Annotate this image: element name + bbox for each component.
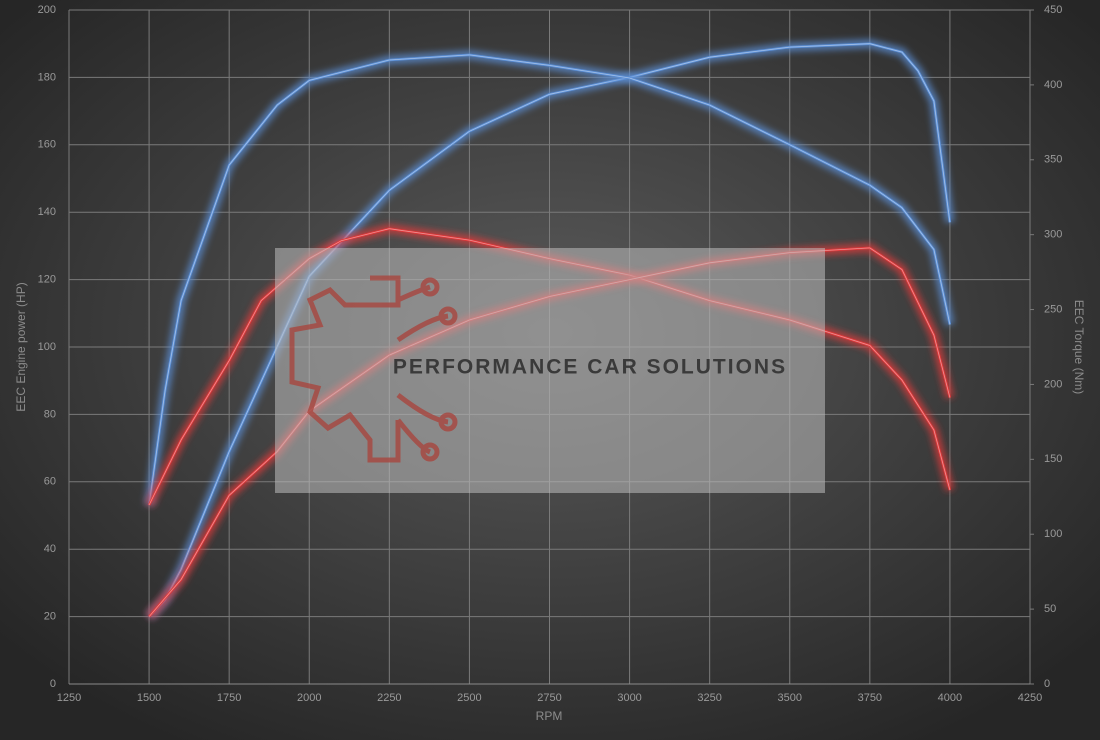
- line: [147, 53, 952, 506]
- y-tick-label: 80: [44, 408, 56, 420]
- x-tick-label: 1250: [57, 692, 81, 704]
- axes: RPM EEC Engine power (HP) EEC Torque (Nm…: [14, 4, 1086, 723]
- y-tick-label: 140: [38, 206, 56, 218]
- watermark-logo: [289, 275, 458, 463]
- y-axis-title: EEC Engine power (HP): [14, 282, 28, 411]
- x-tick-label: 2500: [457, 692, 481, 704]
- y2-tick-label: 150: [1044, 453, 1062, 465]
- x-tick-label: 3750: [858, 692, 882, 704]
- y-tick-label: 200: [38, 4, 56, 16]
- x-tick-label: 4250: [1018, 692, 1042, 704]
- watermark-text: PERFORMANCE CAR SOLUTIONS: [393, 356, 787, 379]
- y-tick-label: 120: [38, 274, 56, 286]
- y2-axis-title: EEC Torque (Nm): [1072, 300, 1086, 394]
- y2-tick-label: 450: [1044, 4, 1062, 16]
- y2-tick-label: 50: [1044, 603, 1056, 615]
- x-tick-label: 3000: [617, 692, 641, 704]
- y-tick-label: 180: [38, 71, 56, 83]
- line: [148, 42, 952, 618]
- y2-tick-label: 250: [1044, 303, 1062, 315]
- x-tick-label: 3250: [697, 692, 721, 704]
- y2-tick-label: 350: [1044, 154, 1062, 166]
- y-tick-label: 20: [44, 611, 56, 623]
- y-tick-label: 0: [50, 678, 56, 690]
- watermark: PERFORMANCE CAR SOLUTIONS: [275, 248, 825, 493]
- y2-tick-label: 0: [1044, 678, 1050, 690]
- x-axis-title: RPM: [536, 709, 563, 723]
- x-tick-label: 2000: [297, 692, 321, 704]
- line-core: [148, 54, 951, 506]
- y-tick-label: 100: [38, 341, 56, 353]
- watermark-box: [275, 248, 825, 493]
- y-tick-label: 160: [38, 139, 56, 151]
- x-tick-label: 1750: [217, 692, 241, 704]
- x-tick-label: 3500: [778, 692, 802, 704]
- y2-tick-label: 100: [1044, 528, 1062, 540]
- y2-tick-label: 400: [1044, 79, 1062, 91]
- line-core: [148, 43, 951, 617]
- x-tick-label: 4000: [938, 692, 962, 704]
- x-tick-label: 2250: [377, 692, 401, 704]
- y-tick-label: 60: [44, 476, 56, 488]
- y2-tick-label: 300: [1044, 229, 1062, 241]
- x-tick-label: 1500: [137, 692, 161, 704]
- x-tick-label: 2750: [537, 692, 561, 704]
- y-tick-label: 40: [44, 543, 56, 555]
- y2-tick-label: 200: [1044, 378, 1062, 390]
